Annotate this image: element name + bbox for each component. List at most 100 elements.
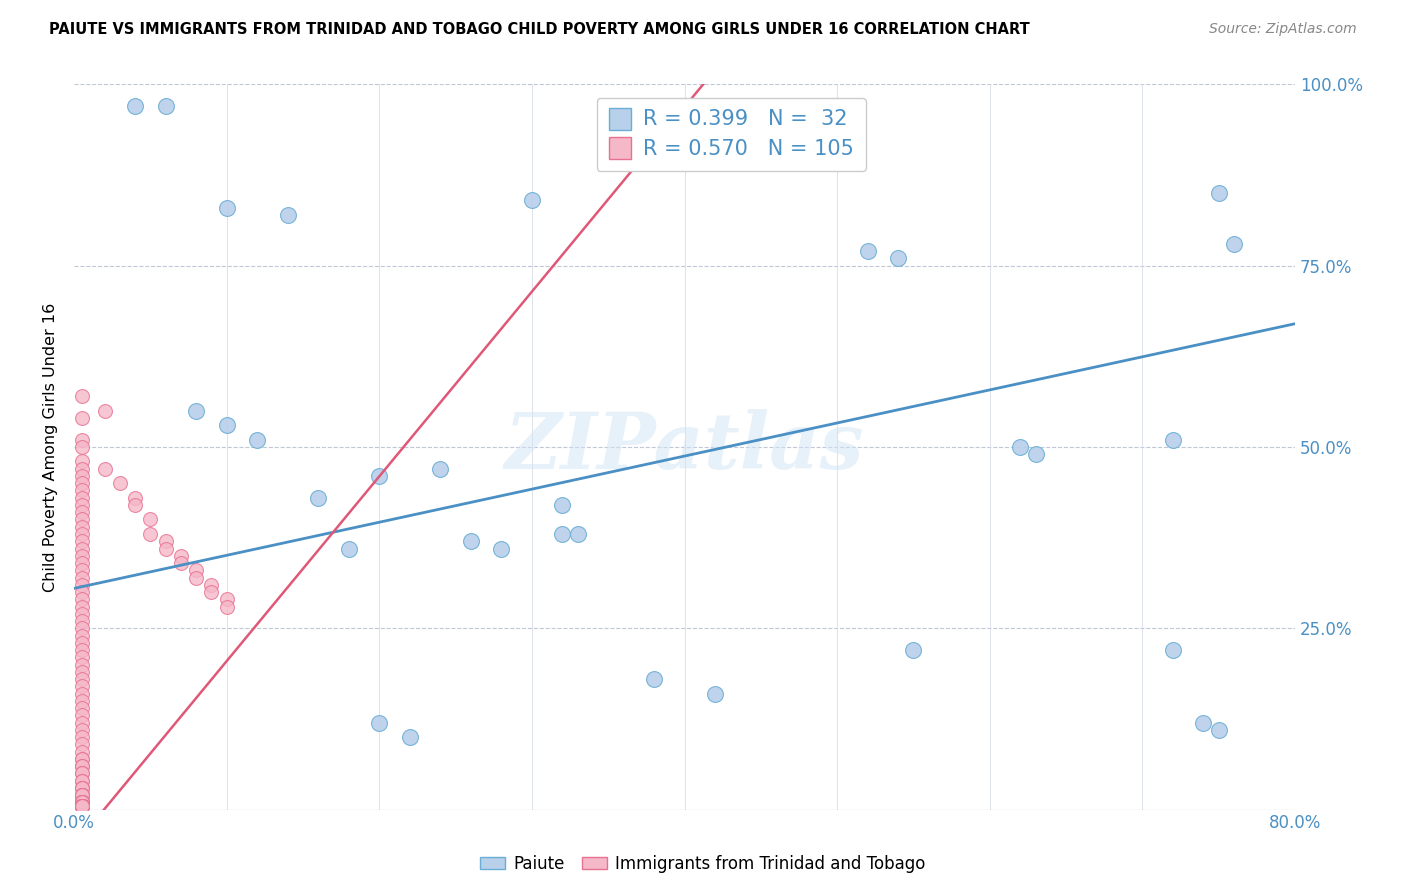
Point <box>70 766 93 780</box>
Point <box>70 621 93 635</box>
Point <box>139 512 162 526</box>
Point <box>70 715 93 730</box>
Point <box>70 578 93 592</box>
Point <box>70 759 93 773</box>
Point <box>70 795 93 809</box>
Point <box>124 491 146 505</box>
Point <box>70 798 93 813</box>
Point <box>70 798 93 813</box>
Point <box>70 701 93 715</box>
Point <box>70 752 93 766</box>
Y-axis label: Child Poverty Among Girls Under 16: Child Poverty Among Girls Under 16 <box>44 302 58 591</box>
Point <box>70 798 93 813</box>
Point <box>215 201 238 215</box>
Point <box>429 461 451 475</box>
Point <box>70 788 93 802</box>
Point <box>70 795 93 809</box>
Text: ZIPatlas: ZIPatlas <box>505 409 865 485</box>
Point <box>70 780 93 795</box>
Point <box>70 556 93 570</box>
Point <box>70 798 93 813</box>
Point <box>70 795 93 809</box>
Point <box>1025 447 1047 461</box>
Point <box>70 389 93 403</box>
Point <box>70 440 93 454</box>
Point <box>856 244 879 259</box>
Point <box>93 403 115 417</box>
Point <box>215 418 238 433</box>
Point <box>70 607 93 621</box>
Point <box>70 780 93 795</box>
Point <box>460 534 482 549</box>
Point <box>70 723 93 737</box>
Point <box>70 614 93 628</box>
Point <box>70 745 93 759</box>
Point <box>70 433 93 447</box>
Point <box>70 469 93 483</box>
Point <box>70 798 93 813</box>
Point <box>70 788 93 802</box>
Point <box>246 433 269 447</box>
Point <box>70 788 93 802</box>
Point <box>70 798 93 813</box>
Point <box>70 798 93 813</box>
Point <box>491 541 513 556</box>
Point <box>70 541 93 556</box>
Point <box>70 570 93 584</box>
Point <box>93 461 115 475</box>
Point <box>70 766 93 780</box>
Legend: Paiute, Immigrants from Trinidad and Tobago: Paiute, Immigrants from Trinidad and Tob… <box>474 848 932 880</box>
Point <box>186 563 208 577</box>
Point <box>337 541 360 556</box>
Point <box>70 773 93 788</box>
Point <box>1208 186 1230 201</box>
Point <box>108 476 131 491</box>
Point <box>70 798 93 813</box>
Point <box>70 795 93 809</box>
Point <box>155 541 177 556</box>
Point <box>70 798 93 813</box>
Point <box>124 498 146 512</box>
Point <box>70 795 93 809</box>
Point <box>887 252 910 266</box>
Point <box>643 672 665 686</box>
Point <box>70 708 93 723</box>
Point <box>70 679 93 693</box>
Point <box>70 759 93 773</box>
Point <box>70 411 93 425</box>
Point <box>70 780 93 795</box>
Point <box>70 599 93 614</box>
Point <box>567 527 589 541</box>
Point <box>398 730 420 744</box>
Point <box>186 570 208 584</box>
Point <box>70 491 93 505</box>
Text: PAIUTE VS IMMIGRANTS FROM TRINIDAD AND TOBAGO CHILD POVERTY AMONG GIRLS UNDER 16: PAIUTE VS IMMIGRANTS FROM TRINIDAD AND T… <box>49 22 1031 37</box>
Point <box>368 469 391 483</box>
Point <box>70 520 93 534</box>
Point <box>70 534 93 549</box>
Point <box>70 483 93 498</box>
Point <box>155 534 177 549</box>
Point <box>70 694 93 708</box>
Point <box>70 798 93 813</box>
Point <box>70 476 93 491</box>
Point <box>1208 723 1230 737</box>
Point <box>277 208 299 222</box>
Point <box>70 643 93 657</box>
Point <box>70 628 93 642</box>
Point <box>70 665 93 679</box>
Point <box>70 592 93 607</box>
Point <box>70 798 93 813</box>
Point <box>70 512 93 526</box>
Point <box>124 99 146 113</box>
Point <box>70 585 93 599</box>
Point <box>704 686 727 700</box>
Point <box>70 798 93 813</box>
Point <box>70 798 93 813</box>
Point <box>70 650 93 665</box>
Point <box>70 737 93 751</box>
Point <box>520 194 543 208</box>
Point <box>200 578 222 592</box>
Point <box>307 491 329 505</box>
Point <box>155 99 177 113</box>
